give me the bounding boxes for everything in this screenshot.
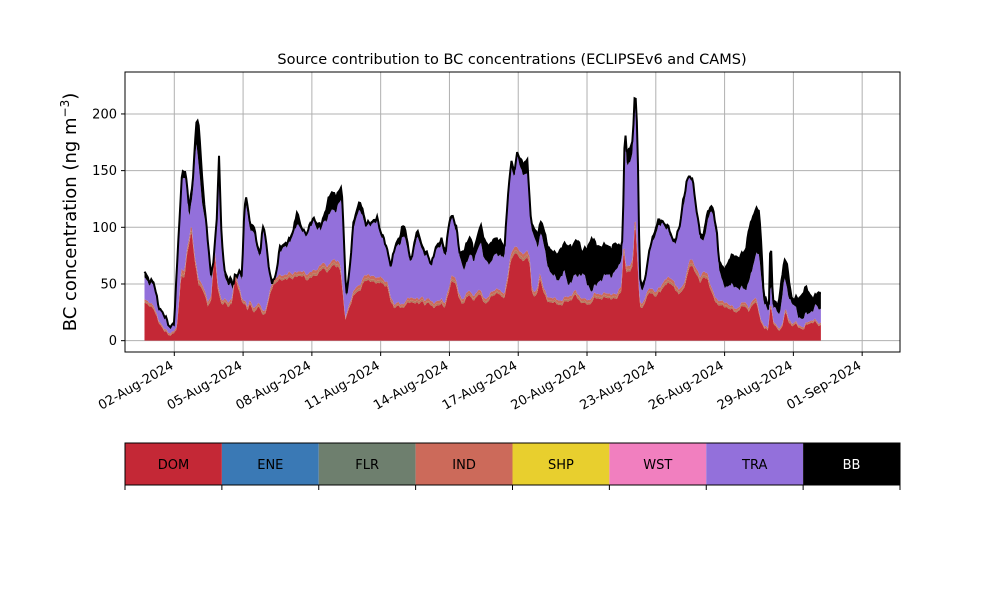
x-axis: 02-Aug-202405-Aug-202408-Aug-202411-Aug-… [96,352,864,414]
area-dom [144,229,821,341]
legend-label-ind: IND [452,458,476,473]
legend-swatch-dom [125,443,222,485]
area-tra [144,105,821,334]
x-tick-label: 26-Aug-2024 [646,358,726,413]
y-axis: 0 50 100 150 200 [92,107,125,349]
x-tick-label: 17-Aug-2024 [440,358,520,413]
x-tick-label: 08-Aug-2024 [234,358,314,413]
legend-swatch-shp [512,443,610,485]
legend-swatch-wst [609,443,707,485]
y-tick-label: 150 [92,164,117,179]
legend-label-dom: DOM [158,458,189,473]
legend-label-ene: ENE [257,458,283,473]
x-tick-label: 14-Aug-2024 [371,358,451,413]
stacked-areas [143,96,822,341]
y-tick-label: 50 [100,277,117,292]
legend-label-flr: FLR [355,458,379,473]
legend-label-wst: WST [643,458,672,473]
x-tick-label: 11-Aug-2024 [302,358,382,413]
x-tick-label: 20-Aug-2024 [509,358,589,413]
legend-swatch-tra [706,443,804,485]
x-tick-label: 02-Aug-2024 [96,358,176,413]
x-tick-label: 29-Aug-2024 [715,358,795,413]
legend-swatch-ene [221,443,319,485]
plot-frame [124,71,901,353]
legend-label-bb: BB [843,458,861,473]
x-tick-label: 23-Aug-2024 [577,358,657,413]
legend-label-shp: SHP [548,458,574,473]
y-tick-label: 200 [92,107,117,122]
x-tick-label: 01-Sep-2024 [784,358,864,413]
legend-swatch-flr [318,443,416,485]
legend-swatch-bb [803,443,900,485]
legend-label-tra: TRA [741,458,767,473]
y-tick-label: 0 [109,334,117,349]
legend-swatch-ind [415,443,513,485]
chart-title: Source contribution to BC concentrations… [277,52,746,68]
area-ind-shp [144,226,821,336]
y-axis-label: BC concentration (ng m−3) [58,93,81,332]
y-tick-label: 100 [92,221,117,236]
legend-colorbar: DOM ENE FLR IND SHP WST TRA BB [124,442,901,490]
area-ind-wst [144,221,821,335]
total-line [143,96,822,330]
x-tick-label: 05-Aug-2024 [165,358,245,413]
